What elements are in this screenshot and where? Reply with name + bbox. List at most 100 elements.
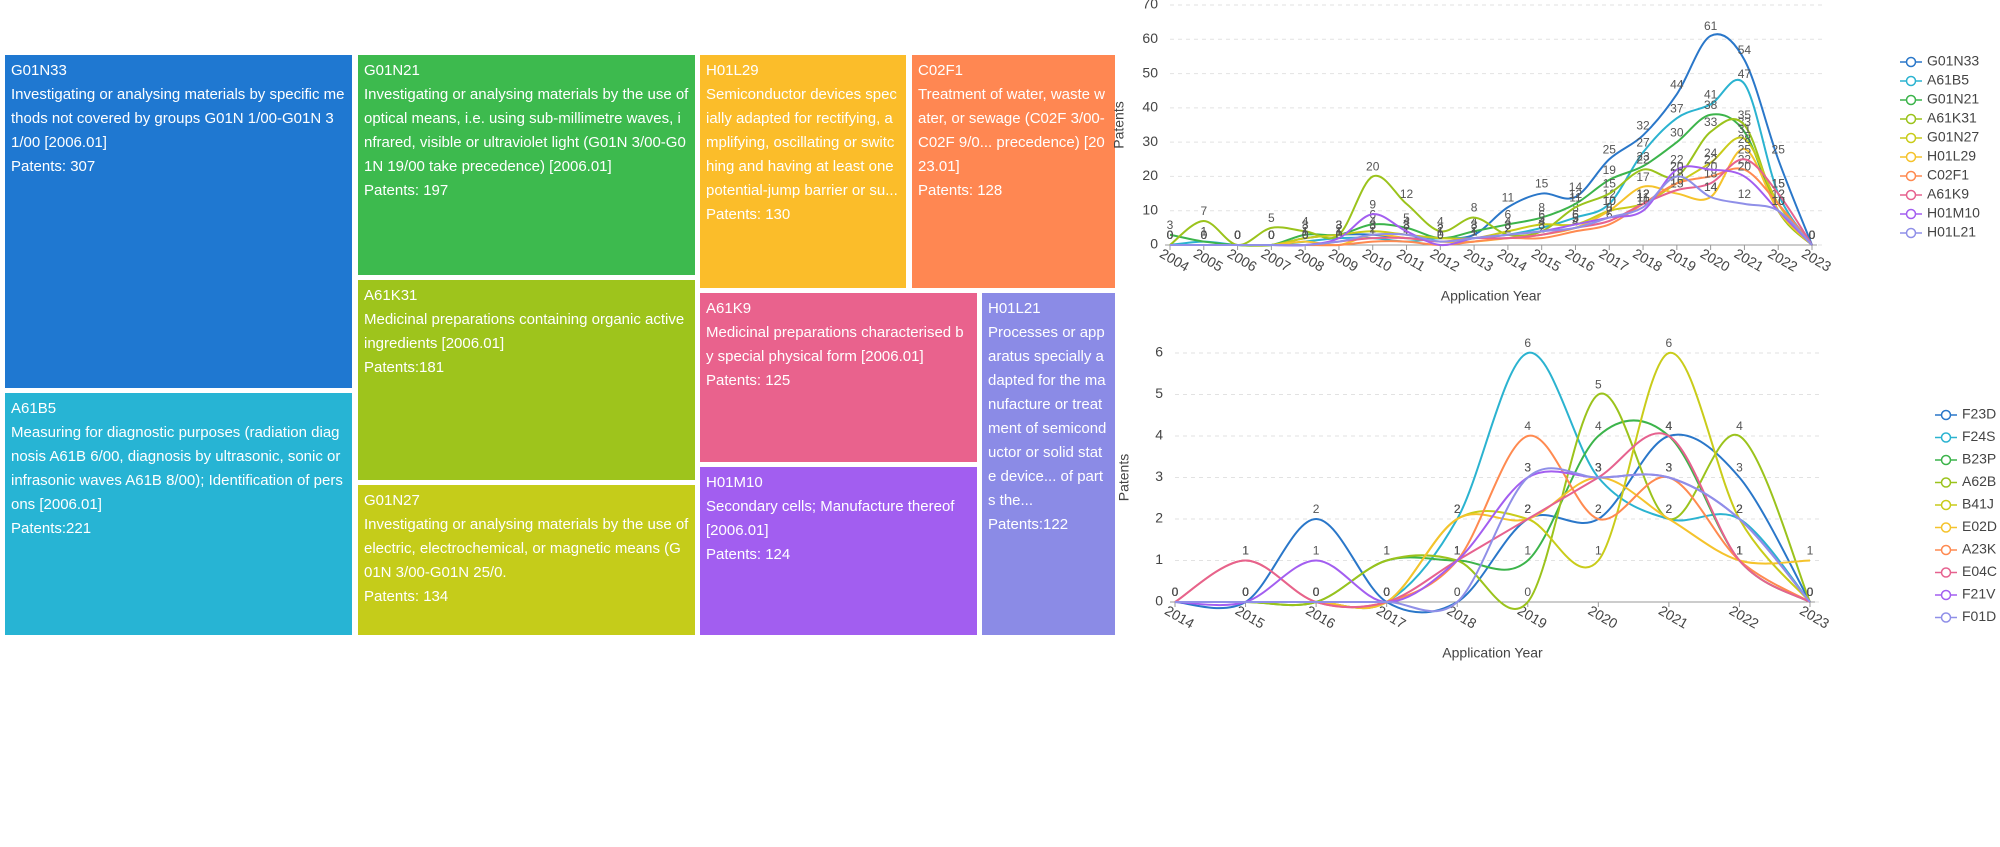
data-label: 2 <box>1403 221 1410 235</box>
data-label: 0 <box>1242 585 1249 599</box>
data-label: 2 <box>1505 221 1512 235</box>
x-tick-label: 2013 <box>1461 245 1496 275</box>
data-label: 3 <box>1595 461 1602 475</box>
series-line <box>1170 33 1813 247</box>
data-label: 1 <box>1595 544 1602 558</box>
data-label: 10 <box>1603 194 1617 208</box>
x-tick-label: 2018 <box>1630 245 1665 275</box>
data-label: 0 <box>1242 585 1249 599</box>
data-label: 0 <box>1167 228 1174 242</box>
data-label: 0 <box>1234 228 1241 242</box>
x-tick-label: 2006 <box>1225 245 1260 275</box>
data-label: 3 <box>1336 218 1343 232</box>
series-line <box>1174 467 1811 613</box>
data-label: 0 <box>1809 228 1816 242</box>
data-label: 6 <box>1538 208 1545 222</box>
data-label: 0 <box>1454 585 1461 599</box>
x-tick-label: 2015 <box>1233 602 1268 632</box>
y-tick-label: 0 <box>1155 593 1163 609</box>
data-label: 0 <box>1807 585 1814 599</box>
legend-label: F23D <box>1962 406 1996 422</box>
data-label: 1 <box>1313 544 1320 558</box>
treemap-tile: G01N27 Investigating or analysing materia… <box>358 485 695 635</box>
data-label: 3 <box>1505 218 1512 232</box>
data-label: 11 <box>1569 190 1582 204</box>
data-label: 4 <box>1505 214 1512 228</box>
data-label: 0 <box>1242 585 1249 599</box>
data-label: 12 <box>1636 187 1650 201</box>
data-label: 0 <box>1807 585 1814 599</box>
data-label: 2 <box>1336 221 1343 235</box>
x-tick-label: 2017 <box>1374 602 1409 632</box>
data-label: 1 <box>1736 544 1743 558</box>
legend-label: G01N33 <box>1927 53 1979 69</box>
data-label: 28 <box>1738 132 1752 146</box>
treemap-tile: A61K31 Medicinal preparations containing … <box>358 280 695 480</box>
data-label: 1 <box>1336 225 1343 239</box>
data-label: 4 <box>1369 214 1376 228</box>
data-label: 0 <box>1302 228 1309 242</box>
data-label: 6 <box>1524 336 1531 350</box>
x-axis-label: Application Year <box>1442 645 1543 661</box>
data-label: 0 <box>1809 228 1816 242</box>
data-label: 3 <box>1369 218 1376 232</box>
data-label: 2 <box>1666 502 1673 516</box>
x-tick-label: 2005 <box>1191 245 1226 275</box>
treemap-tile: G01N21 Investigating or analysing materia… <box>358 55 695 275</box>
data-label: 0 <box>1200 228 1207 242</box>
legend-label: G01N27 <box>1927 129 1979 145</box>
tile-code: A61K9 <box>706 300 752 317</box>
data-label: 3 <box>1736 461 1743 475</box>
data-label: 32 <box>1636 118 1650 132</box>
legend-label: A62B <box>1962 473 1996 489</box>
data-label: 2 <box>1454 502 1461 516</box>
tile-value: Patents:221 <box>11 520 92 537</box>
data-label: 3 <box>1505 218 1512 232</box>
data-label: 14 <box>1569 180 1583 194</box>
data-label: 1 <box>1454 544 1461 558</box>
data-label: 0 <box>1383 585 1390 599</box>
data-label: 1 <box>1454 544 1461 558</box>
data-label: 0 <box>1200 228 1207 242</box>
tile-code: G01N33 <box>11 62 67 79</box>
y-tick-label: 3 <box>1155 468 1163 484</box>
data-label: 3 <box>1302 218 1309 232</box>
data-label: 0 <box>1313 585 1320 599</box>
legend-label: F24S <box>1962 428 1995 444</box>
data-label: 35 <box>1738 108 1752 122</box>
legend-label: H01L29 <box>1927 148 1976 164</box>
data-label: 41 <box>1704 88 1718 102</box>
tile-description: Investigating or analysing materials by … <box>364 516 689 581</box>
data-label: 1 <box>1454 544 1461 558</box>
data-label: 1 <box>1302 225 1309 239</box>
tile-value: Patents: 128 <box>918 182 1003 199</box>
data-label: 1 <box>1336 225 1343 239</box>
tile-description: Secondary cells; Manufacture thereof [20… <box>706 498 955 539</box>
legend-label: A61K9 <box>1927 186 1969 202</box>
data-label: 0 <box>1242 585 1249 599</box>
data-label: 3 <box>1336 218 1343 232</box>
x-tick-label: 2004 <box>1157 245 1192 275</box>
data-label: 4 <box>1471 214 1478 228</box>
data-label: 3 <box>1336 218 1343 232</box>
tile-description: Processes or apparatus specially adapted… <box>988 324 1107 509</box>
data-label: 8 <box>1606 201 1613 215</box>
tile-code: A61K31 <box>364 287 418 304</box>
data-label: 2 <box>1524 502 1531 516</box>
data-label: 0 <box>1234 228 1241 242</box>
data-label: 33 <box>1704 115 1718 129</box>
data-label: 61 <box>1704 19 1718 33</box>
data-label: 2 <box>1505 221 1512 235</box>
data-label: 15 <box>1535 177 1549 191</box>
x-tick-label: 2021 <box>1656 602 1691 632</box>
data-label: 3 <box>1666 461 1673 475</box>
data-label: 20 <box>1738 160 1752 174</box>
data-label: 8 <box>1606 201 1613 215</box>
x-tick-label: 2007 <box>1259 245 1294 275</box>
data-label: 9 <box>1369 197 1376 211</box>
data-label: 0 <box>1200 228 1207 242</box>
data-label: 0 <box>1242 585 1249 599</box>
data-label: 0 <box>1200 228 1207 242</box>
tile-code: C02F1 <box>918 62 964 79</box>
series-line <box>1170 175 1813 247</box>
